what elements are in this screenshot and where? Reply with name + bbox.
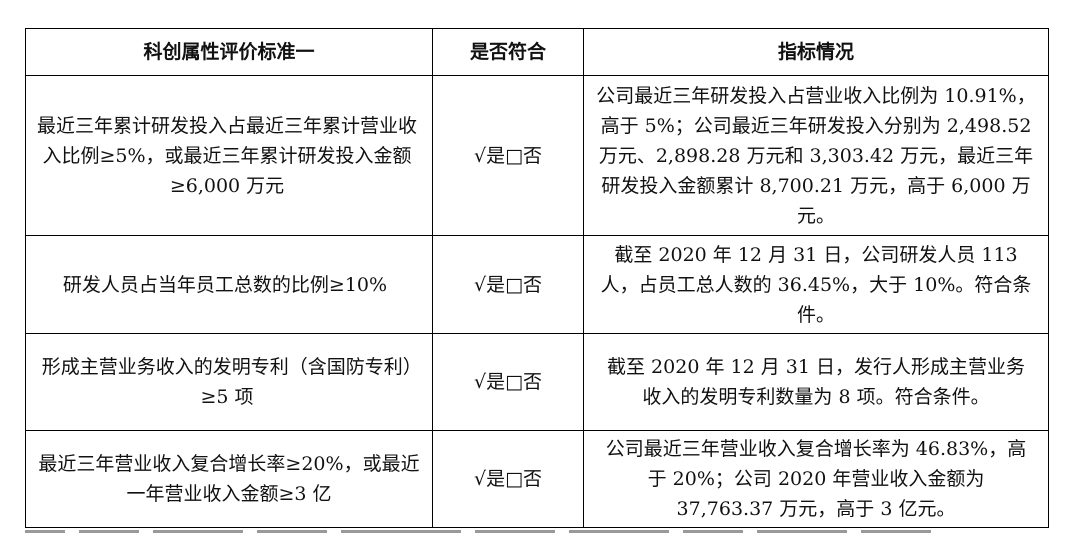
table-row: 研发人员占当年员工总数的比例≥10% √是□否 截至 2020 年 12 月 3… — [25, 235, 1049, 335]
details-cell: 公司最近三年营业收入复合增长率为 46.83%，高于 20%；公司 2020 年… — [583, 430, 1049, 528]
header-criterion: 科创属性评价标准一 — [25, 28, 433, 76]
table-header-row: 科创属性评价标准一 是否符合 指标情况 — [25, 28, 1049, 76]
criterion-cell: 形成主营业务收入的发明专利（含国防专利）≥5 项 — [25, 333, 433, 432]
table-row: 最近三年累计研发投入占最近三年累计营业收入比例≥5%，或最近三年累计研发投入金额… — [25, 74, 1049, 237]
compliance-cell: √是□否 — [432, 430, 584, 528]
criterion-cell: 最近三年营业收入复合增长率≥20%，或最近一年营业收入金额≥3 亿 — [25, 430, 433, 528]
compliance-cell: √是□否 — [432, 74, 584, 237]
details-cell: 截至 2020 年 12 月 31 日，公司研发人员 113 人，占员工总人数的… — [583, 235, 1049, 335]
header-details: 指标情况 — [583, 28, 1049, 76]
cut-off-text-line — [25, 530, 1048, 536]
details-cell: 截至 2020 年 12 月 31 日，发行人形成主营业务收入的发明专利数量为 … — [583, 333, 1049, 432]
criterion-cell: 研发人员占当年员工总数的比例≥10% — [25, 235, 433, 335]
criterion-cell: 最近三年累计研发投入占最近三年累计营业收入比例≥5%，或最近三年累计研发投入金额… — [25, 74, 433, 237]
compliance-cell: √是□否 — [432, 235, 584, 335]
table-row: 形成主营业务收入的发明专利（含国防专利）≥5 项 √是□否 截至 2020 年 … — [25, 333, 1049, 432]
header-compliance: 是否符合 — [432, 28, 584, 76]
table-row: 最近三年营业收入复合增长率≥20%，或最近一年营业收入金额≥3 亿 √是□否 公… — [25, 430, 1049, 528]
criteria-table: 科创属性评价标准一 是否符合 指标情况 最近三年累计研发投入占最近三年累计营业收… — [25, 28, 1049, 528]
details-cell: 公司最近三年研发投入占营业收入比例为 10.91%，高于 5%；公司最近三年研发… — [583, 74, 1049, 237]
compliance-cell: √是□否 — [432, 333, 584, 432]
